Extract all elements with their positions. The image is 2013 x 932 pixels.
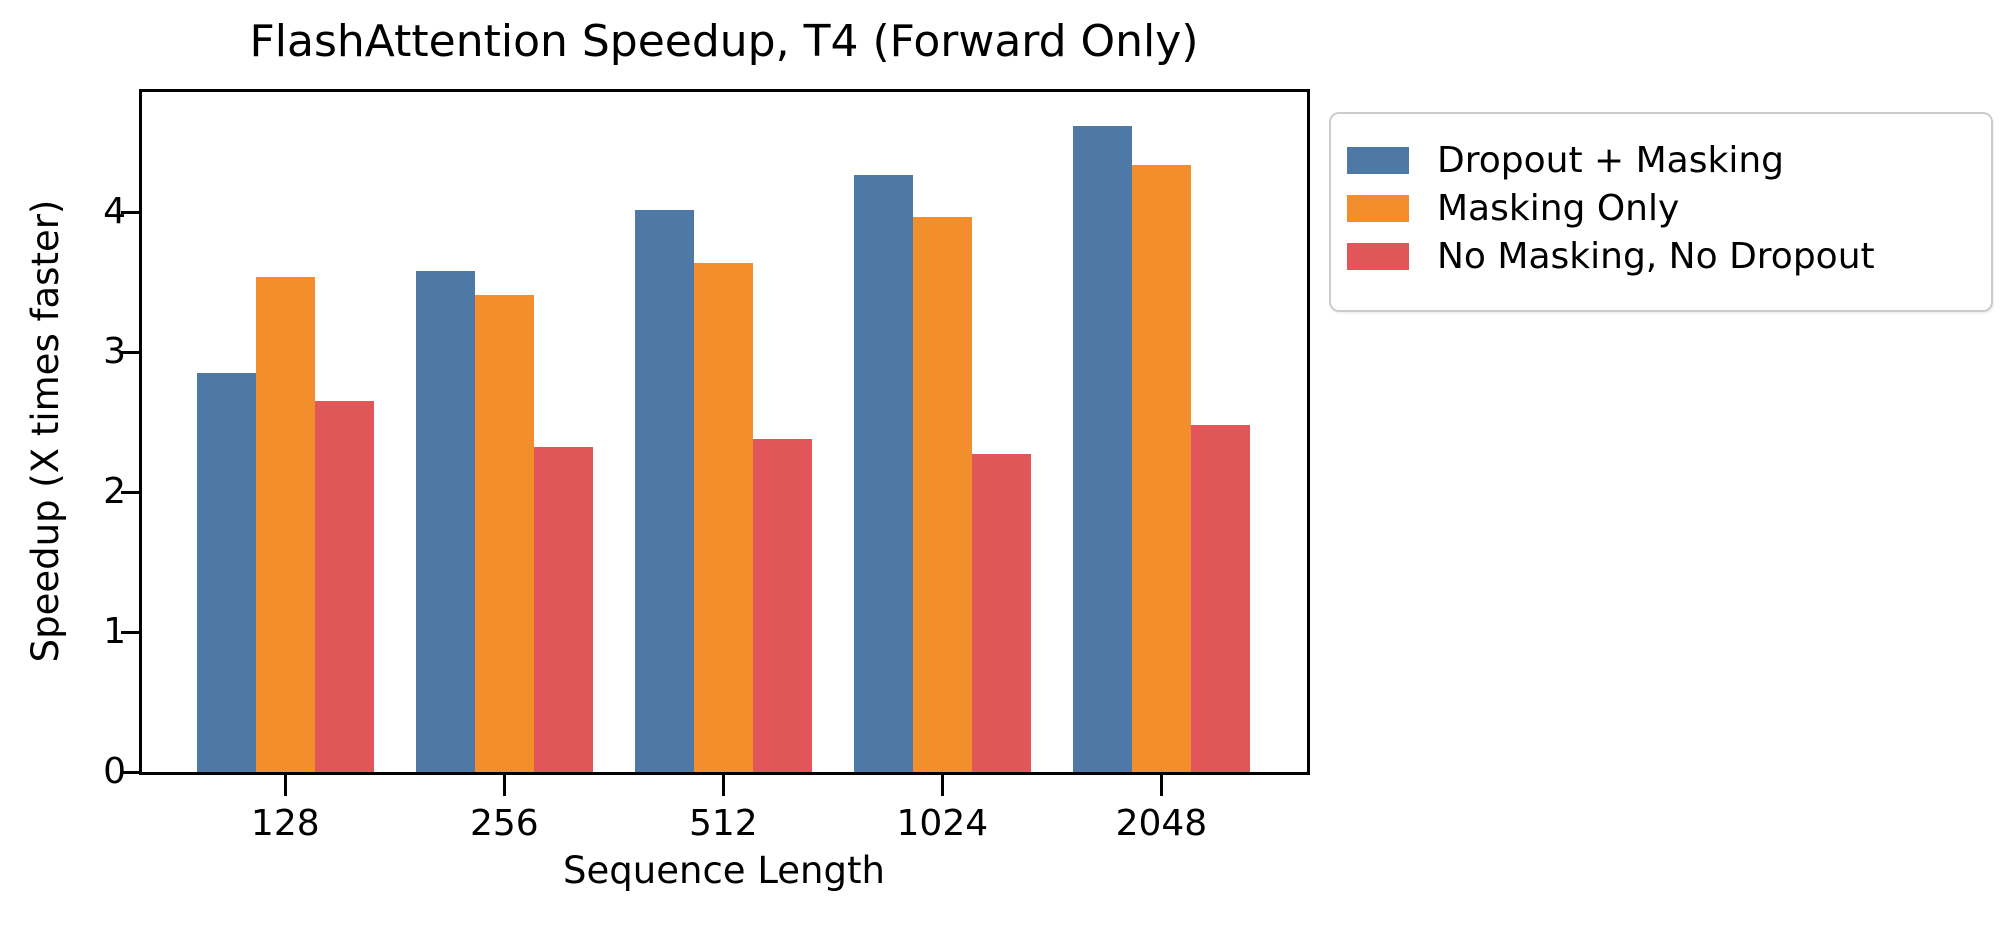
y-tick-label-0: 0 (103, 751, 126, 792)
bar-masking-only-2048 (1131, 164, 1191, 772)
x-tick-label-2048: 2048 (1115, 803, 1208, 844)
bar-no-masking-no-dropout-1024 (971, 454, 1031, 772)
y-tick-label-4: 4 (103, 191, 126, 233)
x-tick-mark-1024 (940, 775, 944, 796)
legend-label: Dropout + Masking (1437, 139, 1785, 181)
bar-masking-only-256 (474, 294, 534, 772)
y-tick-label-1: 1 (103, 611, 126, 653)
y-tick-label-2: 2 (103, 471, 126, 513)
bar-no-masking-no-dropout-256 (533, 447, 593, 772)
y-tick-mark-3 (121, 350, 142, 354)
legend-swatch-icon (1347, 194, 1409, 222)
x-tick-mark-128 (283, 775, 287, 796)
bar-dropout-masking-256 (415, 271, 475, 772)
legend: Dropout + Masking Masking Only No Masking,… (1329, 112, 1993, 312)
legend-row: Dropout + Masking (1331, 136, 1991, 184)
x-tick-label-512: 512 (688, 803, 758, 844)
x-tick-label-1024: 1024 (896, 803, 989, 844)
bar-masking-only-1024 (912, 216, 972, 772)
x-tick-mark-2048 (1159, 775, 1163, 796)
x-tick-mark-256 (502, 775, 506, 796)
x-axis-label: Sequence Length (563, 849, 885, 892)
y-tick-mark-2 (121, 490, 142, 494)
legend-row: Masking Only (1331, 184, 1991, 232)
plot-area: 0 1 2 3 4 128 256 512 1024 2048 (103, 89, 1310, 844)
legend-label: Masking Only (1437, 187, 1680, 229)
bar-no-masking-no-dropout-128 (314, 401, 374, 772)
legend-swatch-icon (1347, 242, 1409, 270)
bar-no-masking-no-dropout-512 (752, 439, 812, 772)
bar-dropout-masking-1024 (853, 174, 913, 772)
bar-dropout-masking-128 (196, 373, 256, 772)
y-tick-label-3: 3 (103, 331, 126, 373)
bar-dropout-masking-2048 (1072, 125, 1132, 772)
legend-label: No Masking, No Dropout (1437, 235, 1875, 277)
bar-no-masking-no-dropout-2048 (1190, 425, 1250, 772)
y-tick-mark-4 (121, 210, 142, 214)
chart-title: FlashAttention Speedup, T4 (Forward Only… (249, 16, 1199, 67)
bar-dropout-masking-512 (634, 209, 694, 772)
legend-row: No Masking, No Dropout (1331, 232, 1991, 280)
y-tick-mark-1 (121, 630, 142, 634)
legend-swatch-icon (1347, 146, 1409, 174)
y-tick-mark-0 (121, 770, 142, 774)
y-axis-label: Speedup (X times faster) (24, 199, 67, 663)
bar-masking-only-512 (693, 262, 753, 772)
x-tick-mark-512 (721, 775, 725, 796)
bar-masking-only-128 (255, 276, 315, 772)
x-tick-label-256: 256 (469, 803, 539, 844)
x-tick-label-128: 128 (250, 803, 320, 844)
